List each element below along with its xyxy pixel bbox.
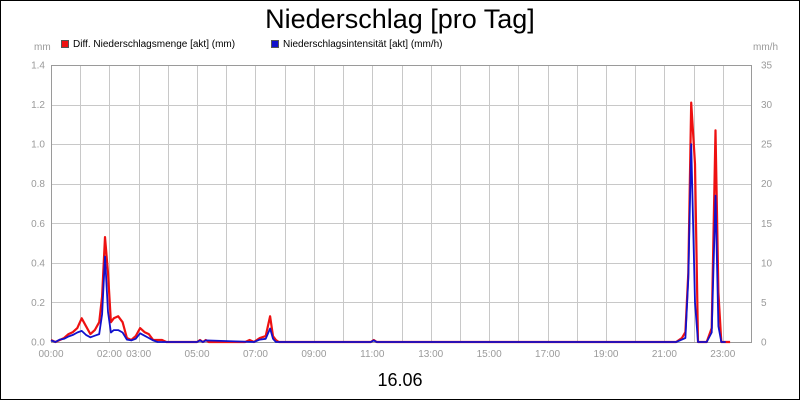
y-left-tick-label: 0.4: [31, 258, 45, 269]
x-tick-label: 03:00: [126, 349, 151, 360]
y-left-tick-label: 1.4: [31, 61, 45, 72]
right-axis-unit: mm/h: [753, 42, 778, 53]
y-right-tick-label: 25: [761, 140, 773, 151]
y-left-tick-label: 0.6: [31, 219, 45, 230]
y-left-tick-label: 0.8: [31, 179, 45, 190]
y-left-tick-label: 1.2: [31, 100, 45, 111]
legend-swatch-red: [61, 40, 69, 48]
x-tick-label: 13:00: [418, 349, 443, 360]
x-tick-label: 09:00: [301, 349, 326, 360]
y-right-tick-label: 10: [761, 258, 773, 269]
x-tick-label: 07:00: [243, 349, 268, 360]
x-tick-label: 23:00: [710, 349, 735, 360]
x-tick-label: 11:00: [360, 349, 385, 360]
y-right-tick-label: 5: [761, 298, 767, 309]
y-left-tick-label: 0.2: [31, 298, 45, 309]
x-tick-label: 17:00: [535, 349, 560, 360]
y-right-tick-label: 30: [761, 100, 773, 111]
x-tick-label: 19:00: [593, 349, 618, 360]
legend-label-intensitaet: Niederschlagsintensität [akt] (mm/h): [283, 39, 443, 50]
x-axis-label: 16.06: [377, 370, 423, 390]
y-right-tick-label: 15: [761, 219, 773, 230]
y-right-tick-label: 0: [761, 338, 767, 349]
x-tick-label: 05:00: [185, 349, 210, 360]
legend-swatch-blue: [271, 40, 279, 48]
legend-label-menge: Diff. Niederschlagsmenge [akt] (mm): [73, 39, 236, 50]
x-tick-label: 15:00: [477, 349, 502, 360]
y-left-tick-label: 1.0: [31, 140, 45, 151]
series-line-niederschlagsintensitaet: [50, 143, 726, 343]
y-left-tick-label: 0.0: [31, 338, 45, 349]
chart-title: Niederschlag [pro Tag]: [265, 4, 535, 34]
plot-background: [51, 65, 752, 342]
x-tick-label: 00:00: [38, 349, 63, 360]
x-tick-label: 21:00: [652, 349, 677, 360]
legend-item-intensitaet: Niederschlagsintensität [akt] (mm/h): [271, 39, 443, 51]
y-right-tick-label: 20: [761, 179, 773, 190]
y-right-tick-label: 35: [761, 61, 773, 72]
x-tick-label: 02:00: [97, 349, 122, 360]
left-axis-unit: mm: [34, 42, 51, 53]
legend-item-menge: Diff. Niederschlagsmenge [akt] (mm): [61, 39, 235, 51]
